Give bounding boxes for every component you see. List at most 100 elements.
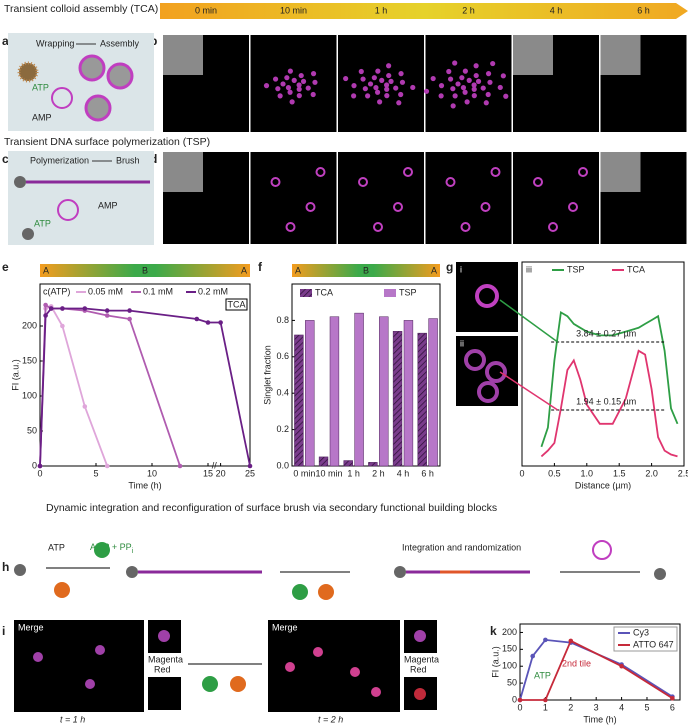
image-label: t = 2 h [318,714,343,724]
particle [310,71,317,77]
image-label: Red [154,664,171,674]
particle [438,83,445,89]
x-tick-label: 2 [568,702,573,712]
micrographs [163,35,687,244]
data-point [218,320,223,325]
y-axis-label: Singlet fraction [262,345,272,405]
legend-label: Cy3 [633,627,649,637]
phase-label: A [431,265,437,275]
scheme-box [8,151,154,245]
x-tick-label: 2.5 [678,468,688,478]
x-tick-label: 15 [203,468,213,478]
particle [398,91,404,98]
data-point [43,313,48,318]
y-axis-label: FI (a.u.) [10,359,20,391]
particle [365,93,371,99]
inset [163,152,203,192]
panel-label: h [2,560,9,574]
y-tick-label: 0 [32,460,37,470]
legend-label: ATTO 647 [633,639,674,649]
inset [163,35,203,75]
series-line [39,303,181,467]
particle [296,82,302,88]
x-tick-label: 1.5 [613,468,626,478]
x-axis-label: Time (h) [128,480,161,490]
particle [450,103,456,109]
legend-label: 0.2 mM [198,286,228,296]
particle [485,71,492,77]
colloid [78,54,106,82]
particle [568,202,578,212]
bar [318,456,329,467]
timeline-label: 6 h [637,5,650,15]
particle [414,688,426,700]
particle [287,68,293,74]
image-label: Merge [18,622,44,632]
bead [14,176,26,188]
particle [350,667,360,677]
particle [296,86,302,92]
data-point [60,323,65,329]
annotation-box [225,298,248,311]
legend-label: TCA [627,264,645,274]
x-tick-label: 6 [670,702,675,712]
y-tick-label: 0.8 [276,315,289,325]
particle [85,679,95,689]
particle [445,177,456,187]
phase-label: B [142,265,148,275]
data-point [104,308,110,313]
particle [464,349,486,371]
timeline-label: 10 min [280,5,307,15]
particle [95,645,105,655]
particle [275,86,281,92]
particle [300,78,307,84]
annotation: ATP [534,670,551,680]
particle [414,630,426,642]
scheme-label: Polymerization [30,155,89,165]
particle [367,81,374,87]
particle [270,177,281,187]
x-tick-label: 5 [644,702,649,712]
particle [33,652,43,662]
x-tick-label: 1 h [347,468,360,478]
particle [315,167,326,177]
x-tick-label: 20 [216,468,226,478]
y-tick-label: 100 [22,390,37,400]
particle [475,78,482,84]
inset-label: i [460,264,462,274]
inset [513,35,553,75]
particle [310,91,316,98]
x-tick-label: 0 min [293,468,315,478]
x-tick-label: 6 h [421,468,434,478]
y-tick-label: 150 [502,644,517,654]
bead [14,564,26,576]
particle [410,84,416,91]
scheme-label: AMP + PPi [90,542,134,554]
scheme-label: i [132,548,134,555]
panel-label: g [446,260,453,274]
bar [343,460,353,467]
particle [374,89,381,95]
data-point [670,696,675,701]
panel-label: f [258,260,263,274]
clock [51,87,73,109]
x-tick-label: 5 [93,468,98,478]
particle [460,222,471,232]
legend-swatch [384,289,396,297]
particle [289,99,295,105]
bead [654,568,666,580]
scheme-label: Wrapping [36,38,74,48]
particle [393,202,403,212]
bar [417,332,427,467]
heading: Dynamic integration and reconfiguration … [46,502,497,514]
particle [379,77,385,83]
particle [533,177,543,187]
data-point [127,308,132,313]
particle [371,75,377,81]
particle [503,93,509,99]
particle [473,72,479,79]
particle [396,100,402,106]
particle [500,73,506,79]
annotation: 3.84 ± 0.27 µm [576,328,636,338]
particle [287,89,293,95]
